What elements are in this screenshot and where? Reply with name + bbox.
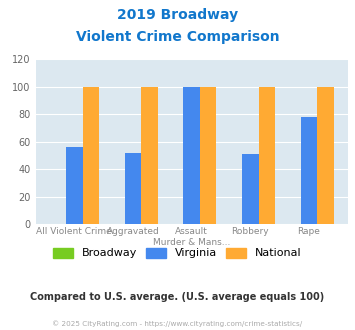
Bar (258, 87, 275, 224)
Bar (184, 87, 200, 224)
Bar (200, 87, 216, 224)
Bar (125, 153, 141, 224)
Text: 2019 Broadway: 2019 Broadway (117, 8, 238, 22)
Bar (242, 154, 258, 224)
Bar (141, 87, 158, 224)
Bar (83, 87, 99, 224)
Bar (66, 148, 83, 224)
Text: Violent Crime Comparison: Violent Crime Comparison (76, 30, 279, 44)
Bar (317, 87, 334, 224)
Legend: Broadway, Virginia, National: Broadway, Virginia, National (50, 244, 305, 262)
Text: Compared to U.S. average. (U.S. average equals 100): Compared to U.S. average. (U.S. average … (31, 292, 324, 302)
Bar (301, 117, 317, 224)
Text: © 2025 CityRating.com - https://www.cityrating.com/crime-statistics/: © 2025 CityRating.com - https://www.city… (53, 320, 302, 327)
